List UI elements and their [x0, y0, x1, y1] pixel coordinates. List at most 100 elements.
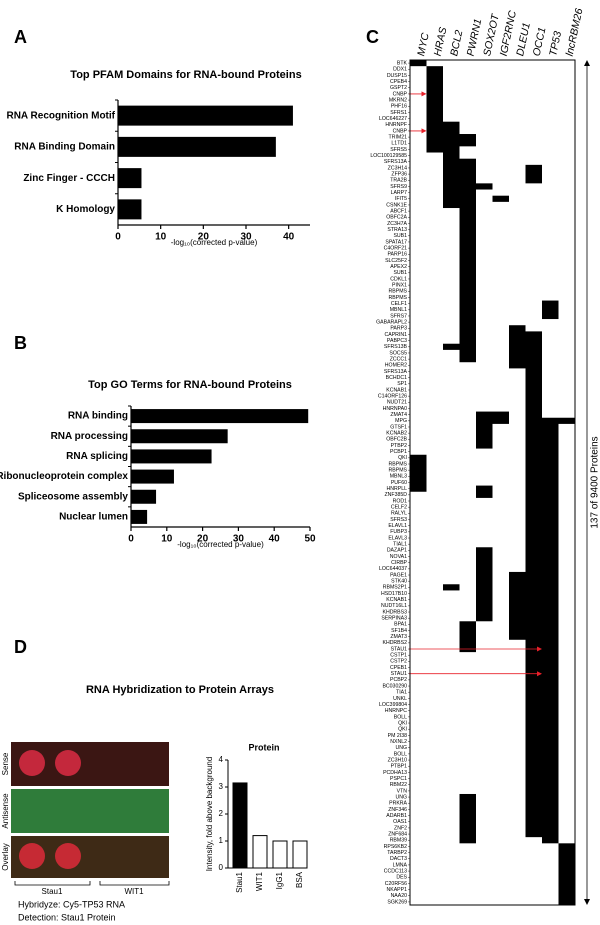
row-label: SLC25F2 [385, 258, 407, 264]
row-label: ABCF1 [390, 208, 407, 214]
x-tick-label: 10 [155, 232, 167, 243]
heat-block [459, 621, 476, 653]
row-label: CCDC113 [384, 868, 407, 874]
row-label: HOMER2 [385, 363, 407, 369]
row-label: RBM22 [390, 782, 407, 788]
bar [118, 199, 142, 220]
row-label: QKI [398, 727, 407, 733]
bar [252, 835, 268, 869]
row-label: LOC644037 [379, 566, 407, 572]
arrow-head [537, 671, 542, 677]
x-tick-label: BSA [295, 871, 304, 888]
row-label: PARP3 [390, 326, 407, 332]
row-label: BTK [397, 60, 408, 66]
heat-block [476, 411, 493, 449]
side-label: 137 of 9400 Proteins [590, 436, 600, 528]
row-label: ZC3H14 [388, 165, 407, 171]
heat-block [492, 411, 509, 424]
row-label: ZFP36 [391, 171, 407, 177]
row-label: C20RF56 [385, 881, 407, 887]
bracket [14, 881, 170, 886]
row-label: MBNL1 [390, 307, 407, 313]
y-tick-label: RNA Binding Domain [14, 142, 115, 153]
row-label: PTBP2 [391, 443, 408, 449]
row-label: CDKL1 [390, 276, 407, 282]
row-label: PABPC3 [387, 338, 407, 344]
row-label: DACT3 [390, 856, 407, 862]
heat-block [492, 195, 509, 202]
row-label: FUBP3 [390, 529, 407, 535]
arrow-head [421, 128, 427, 134]
array-note: Hybridyze: Cy5-TP53 RNA [18, 899, 125, 909]
row-label: RBPMS [389, 295, 408, 301]
row-label: C14ORF126 [378, 394, 407, 400]
y-tick-label: RNA binding [68, 411, 128, 422]
row-label: ZNF385D [385, 492, 408, 498]
spot [19, 843, 45, 869]
row-label: L1TD1 [391, 141, 407, 147]
row-label: BPA1 [394, 622, 407, 628]
row-label: RBMS2P1 [383, 585, 407, 591]
bar [131, 489, 157, 504]
y-tick-label: Spliceosome assembly [18, 491, 128, 502]
bar [118, 168, 142, 189]
x-tick-label: 0 [115, 232, 121, 243]
row-label: BCHDC1 [386, 375, 407, 381]
row-label: CNBP [393, 91, 408, 97]
x-axis-label: -log₁₀(corrected p-value) [171, 238, 258, 247]
heat-block [426, 66, 443, 153]
row-label: SPATA17 [385, 239, 407, 245]
row-label: PRKRA [389, 801, 407, 807]
row-label: PCBP2 [390, 677, 407, 683]
y-tick-label: 2 [219, 809, 224, 818]
antisense-image [11, 789, 169, 833]
array-images [11, 742, 170, 886]
heat-block [476, 485, 493, 498]
row-label: CPEB1 [390, 665, 407, 671]
row-label: ZC3H10 [388, 757, 407, 763]
row-label: RBPMS [389, 468, 408, 474]
row-label: RALYL [391, 511, 407, 517]
row-label: UNG [395, 745, 407, 751]
row-label: ZCCC1 [390, 357, 407, 363]
row-label: CSTP1 [390, 653, 407, 659]
array-group-label: Stau1 [42, 887, 63, 896]
row-label: GABARAPL2 [376, 320, 407, 326]
row-label: PUF60 [391, 480, 407, 486]
row-label: APEX2 [390, 264, 407, 270]
heat-block [542, 417, 559, 844]
x-tick-label: 30 [233, 534, 245, 545]
bar [118, 136, 276, 157]
row-label: BOLL [394, 751, 407, 757]
spot [55, 750, 81, 776]
row-label: NOVA1 [390, 554, 407, 560]
row-label: HNRNPC [385, 708, 407, 714]
heat-block [459, 158, 476, 363]
y-tick-label: RNA processing [51, 431, 128, 442]
row-label: SUB1 [393, 270, 407, 276]
row-label: DUSP15 [387, 73, 407, 79]
x-tick-label: 40 [269, 534, 281, 545]
arrow-head [421, 91, 427, 97]
heat-block [410, 60, 427, 67]
chart-title: Top PFAM Domains for RNA-bound Proteins [70, 69, 301, 81]
heat-block [443, 121, 460, 209]
row-label: MBNL3 [390, 474, 407, 480]
heat-block [459, 793, 476, 844]
heat-block [476, 547, 493, 622]
row-label: SOCS5 [389, 350, 407, 356]
row-label: PSPC1 [390, 776, 407, 782]
row-label: ZMAT4 [390, 412, 407, 418]
row-label: SGK269 [387, 899, 407, 905]
row-label: LOC646227 [379, 116, 407, 122]
row-label: CIRBP [391, 560, 407, 566]
row-label: PTBP1 [391, 764, 408, 770]
y-tick-label: RNA splicing [66, 451, 128, 462]
arrow-head [537, 646, 542, 652]
row-label: SFRS1 [390, 110, 407, 116]
row-label: SUB1 [393, 233, 407, 239]
row-label: ZNF346 [388, 807, 407, 813]
panel-label: B [14, 333, 27, 353]
x-tick-label: Stau1 [235, 871, 244, 892]
panel-label: D [14, 637, 27, 657]
